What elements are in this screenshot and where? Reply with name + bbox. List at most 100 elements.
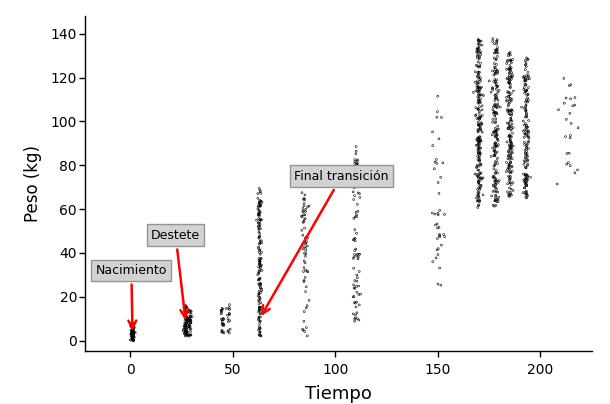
Point (501, 94, 511, 101)
Point (474, 69, 484, 75)
Point (255, 266, 265, 273)
Point (473, 204, 483, 210)
Point (477, 129, 487, 135)
Point (522, 178, 532, 184)
Point (503, 156, 513, 162)
Point (522, 172, 532, 178)
Point (474, 142, 484, 149)
Point (475, 69, 484, 76)
Point (299, 212, 309, 218)
Point (564, 82, 574, 89)
Point (474, 38, 484, 44)
Point (488, 119, 498, 126)
Point (254, 307, 264, 314)
Point (507, 163, 517, 169)
Point (504, 149, 514, 155)
Point (476, 137, 486, 144)
Point (303, 235, 312, 241)
Point (475, 40, 484, 46)
Point (523, 192, 533, 199)
Point (476, 175, 486, 181)
Point (224, 304, 234, 311)
Point (522, 133, 532, 139)
Point (476, 127, 486, 133)
Point (522, 144, 532, 151)
Point (128, 324, 138, 331)
Point (502, 76, 512, 82)
Point (491, 109, 501, 116)
Point (505, 143, 515, 150)
Point (522, 162, 532, 169)
Point (181, 323, 190, 330)
Point (355, 194, 365, 201)
Point (520, 127, 529, 133)
Point (521, 81, 531, 88)
Point (523, 173, 533, 179)
Point (504, 50, 514, 57)
Point (181, 315, 190, 322)
Point (221, 305, 231, 312)
Point (522, 175, 532, 182)
Point (126, 322, 135, 329)
Point (506, 159, 515, 165)
Point (492, 105, 502, 111)
Point (520, 107, 530, 114)
Point (352, 309, 362, 316)
Point (520, 105, 529, 111)
Point (523, 97, 533, 103)
Point (254, 276, 264, 282)
Point (504, 53, 514, 59)
Point (504, 133, 514, 139)
Point (503, 79, 513, 86)
Point (505, 57, 515, 63)
Point (303, 269, 313, 275)
Point (490, 142, 500, 148)
Point (473, 36, 483, 43)
Point (475, 54, 484, 61)
Point (490, 151, 500, 158)
Point (518, 189, 528, 196)
Point (256, 209, 265, 215)
Point (183, 318, 193, 324)
Point (473, 97, 483, 104)
Point (522, 191, 532, 197)
Point (476, 48, 486, 55)
Point (478, 175, 488, 181)
Point (472, 53, 482, 59)
Point (127, 335, 137, 341)
Point (475, 133, 484, 140)
Point (352, 299, 362, 305)
Point (492, 53, 502, 60)
Point (506, 65, 516, 71)
Point (520, 176, 530, 182)
Point (521, 105, 531, 111)
Point (552, 181, 562, 187)
Y-axis label: Peso (kg): Peso (kg) (24, 145, 42, 222)
Point (522, 158, 532, 164)
Point (128, 326, 138, 332)
Point (505, 123, 515, 130)
Point (428, 210, 437, 216)
Point (128, 324, 138, 330)
Point (218, 329, 228, 336)
Point (495, 104, 505, 110)
Point (504, 162, 514, 168)
Point (490, 109, 500, 116)
Point (475, 91, 485, 98)
Point (474, 195, 484, 201)
Point (508, 146, 517, 153)
Point (561, 95, 571, 101)
Point (351, 300, 361, 306)
Point (182, 332, 192, 339)
Point (181, 303, 191, 309)
Point (473, 198, 483, 204)
Point (520, 66, 530, 73)
Point (255, 311, 265, 317)
Point (489, 129, 498, 135)
Point (471, 112, 481, 119)
Point (504, 76, 514, 83)
Point (521, 164, 531, 171)
Point (470, 69, 480, 75)
Point (254, 268, 264, 275)
Point (508, 56, 517, 63)
